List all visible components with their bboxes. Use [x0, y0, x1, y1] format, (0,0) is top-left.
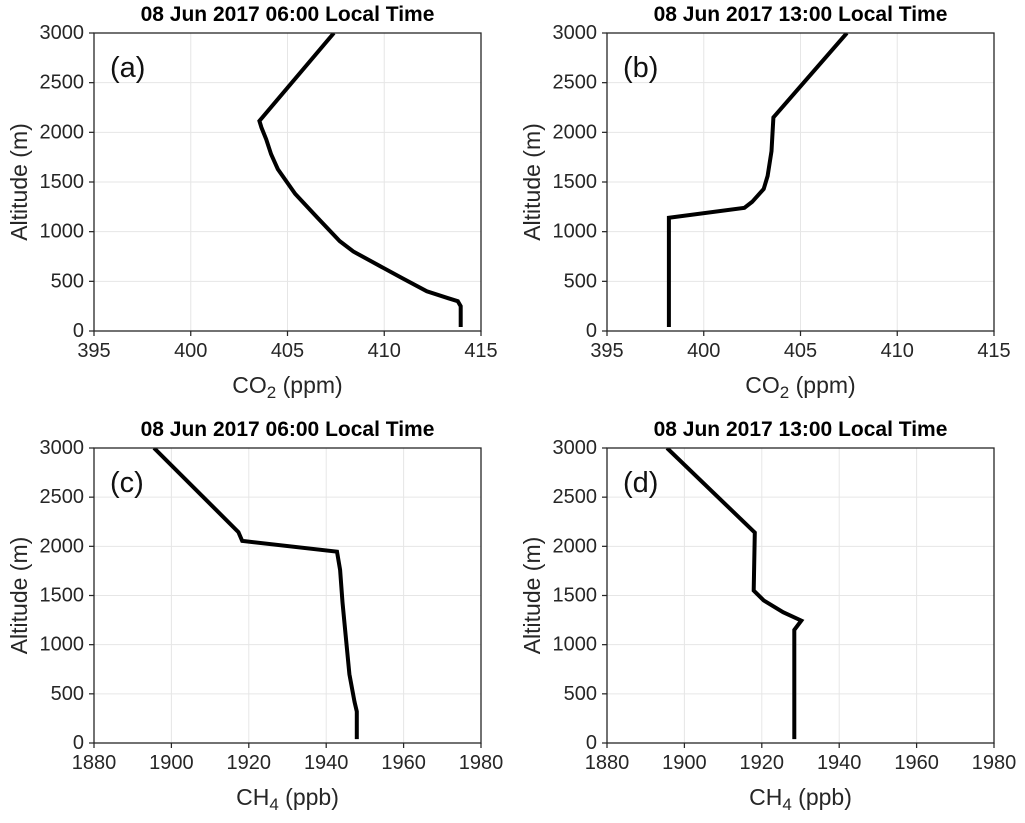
x-tick-label: 1980 [459, 752, 504, 774]
y-tick-label: 0 [586, 732, 597, 754]
panel-background [0, 411, 512, 823]
profile-line [152, 448, 359, 740]
y-axis-label: Altitude (m) [519, 123, 545, 241]
panel-c-ch4-0600-chart: 1880 1900 1920 1940 1960 1980 0 500 1000 1500 2000… [0, 411, 512, 823]
chart-title: 08 Jun 2017 13:00 Local Time [654, 3, 948, 26]
y-tick-label: 2000 [553, 121, 598, 143]
x-axis-label-unit: (ppm) [276, 372, 342, 398]
y-tick-label: 1500 [40, 171, 85, 193]
x-tick-label: 1940 [304, 752, 349, 774]
x-tick-label: 1960 [894, 752, 939, 774]
y-tick-label: 1500 [553, 171, 598, 193]
y-tick-label: 2000 [40, 535, 85, 557]
y-tick-label: 500 [564, 683, 597, 705]
x-axis-label: CO2 (ppm) [745, 372, 855, 402]
profile-line [665, 448, 805, 740]
x-tick-label: 1880 [72, 752, 117, 774]
panel-label: (c) [110, 467, 144, 499]
panel-label: (b) [623, 52, 658, 84]
y-tick-label: 1000 [553, 634, 598, 656]
panel-a-co2-0600-chart: 395 400 405 410 415 0 500 1000 1500 2000 2500 3000 0… [0, 0, 512, 411]
y-tick-label: 3000 [553, 437, 598, 459]
y-tick-label: 0 [586, 320, 597, 342]
y-tick-label: 2500 [40, 72, 85, 94]
x-tick-label: 395 [590, 340, 623, 362]
x-tick-label: 410 [368, 340, 401, 362]
panel-d-ch4-1300-chart: 1880 1900 1920 1940 1960 1980 0 500 1000 1500 2000… [513, 411, 1025, 823]
x-axis-label-subscript: 4 [269, 795, 278, 814]
y-tick-label: 2500 [40, 486, 85, 508]
x-tick-label: 1920 [227, 752, 272, 774]
y-tick-label: 0 [73, 732, 84, 754]
panel-label: (a) [110, 52, 145, 84]
panel-background [0, 0, 512, 411]
y-tick-label: 3000 [553, 22, 598, 44]
panel-label: (d) [623, 467, 658, 499]
x-axis-label-main: CO [232, 372, 267, 398]
panel-b-co2-1300-chart: 395 400 405 410 415 0 500 1000 1500 2000 2500 3000 0… [513, 0, 1025, 411]
x-tick-label: 415 [977, 340, 1010, 362]
x-axis-label: CH4 (ppb) [236, 784, 339, 814]
profile-line [257, 33, 463, 327]
x-tick-label: 1900 [662, 752, 707, 774]
x-tick-label: 400 [174, 340, 207, 362]
x-axis-label-main: CH [236, 784, 269, 810]
x-axis-label-subscript: 2 [267, 383, 276, 402]
y-tick-label: 2000 [40, 121, 85, 143]
y-axis-label: Altitude (m) [6, 123, 32, 241]
x-tick-label: 410 [881, 340, 914, 362]
x-axis-label-unit: (ppb) [792, 784, 852, 810]
y-tick-label: 1000 [553, 221, 598, 243]
x-axis-label-subscript: 4 [782, 795, 791, 814]
profile-line [666, 33, 849, 327]
x-tick-label: 415 [464, 340, 497, 362]
y-tick-label: 1000 [40, 221, 85, 243]
x-axis-label-subscript: 2 [780, 383, 789, 402]
x-tick-label: 1920 [740, 752, 785, 774]
x-axis-label: CH4 (ppb) [749, 784, 852, 814]
x-axis-label: CO2 (ppm) [232, 372, 342, 402]
chart-title: 08 Jun 2017 06:00 Local Time [141, 3, 435, 26]
y-tick-label: 1000 [40, 634, 85, 656]
x-tick-label: 400 [687, 340, 720, 362]
y-tick-label: 500 [564, 270, 597, 292]
chart-title: 08 Jun 2017 06:00 Local Time [141, 418, 435, 441]
x-axis-label-main: CH [749, 784, 782, 810]
chart-title: 08 Jun 2017 13:00 Local Time [654, 418, 948, 441]
x-tick-label: 1900 [149, 752, 194, 774]
y-tick-label: 2500 [553, 486, 598, 508]
x-axis-label-unit: (ppm) [789, 372, 855, 398]
x-tick-label: 1880 [585, 752, 630, 774]
y-tick-label: 3000 [40, 22, 85, 44]
y-tick-label: 1500 [40, 585, 85, 607]
x-tick-label: 405 [271, 340, 304, 362]
y-tick-label: 3000 [40, 437, 85, 459]
y-tick-label: 1500 [553, 585, 598, 607]
y-tick-label: 0 [73, 320, 84, 342]
panel-background [513, 0, 1025, 411]
x-tick-label: 405 [784, 340, 817, 362]
panel-background [513, 411, 1025, 823]
x-axis-label-main: CO [745, 372, 780, 398]
y-tick-label: 500 [51, 683, 84, 705]
x-axis-label-unit: (ppb) [279, 784, 339, 810]
y-tick-label: 2500 [553, 72, 598, 94]
x-tick-label: 1940 [817, 752, 862, 774]
y-axis-label: Altitude (m) [6, 537, 32, 655]
y-axis-label: Altitude (m) [519, 537, 545, 655]
y-tick-label: 500 [51, 270, 84, 292]
x-tick-label: 1980 [972, 752, 1017, 774]
y-tick-label: 2000 [553, 535, 598, 557]
x-tick-label: 1960 [381, 752, 426, 774]
x-tick-label: 395 [77, 340, 110, 362]
